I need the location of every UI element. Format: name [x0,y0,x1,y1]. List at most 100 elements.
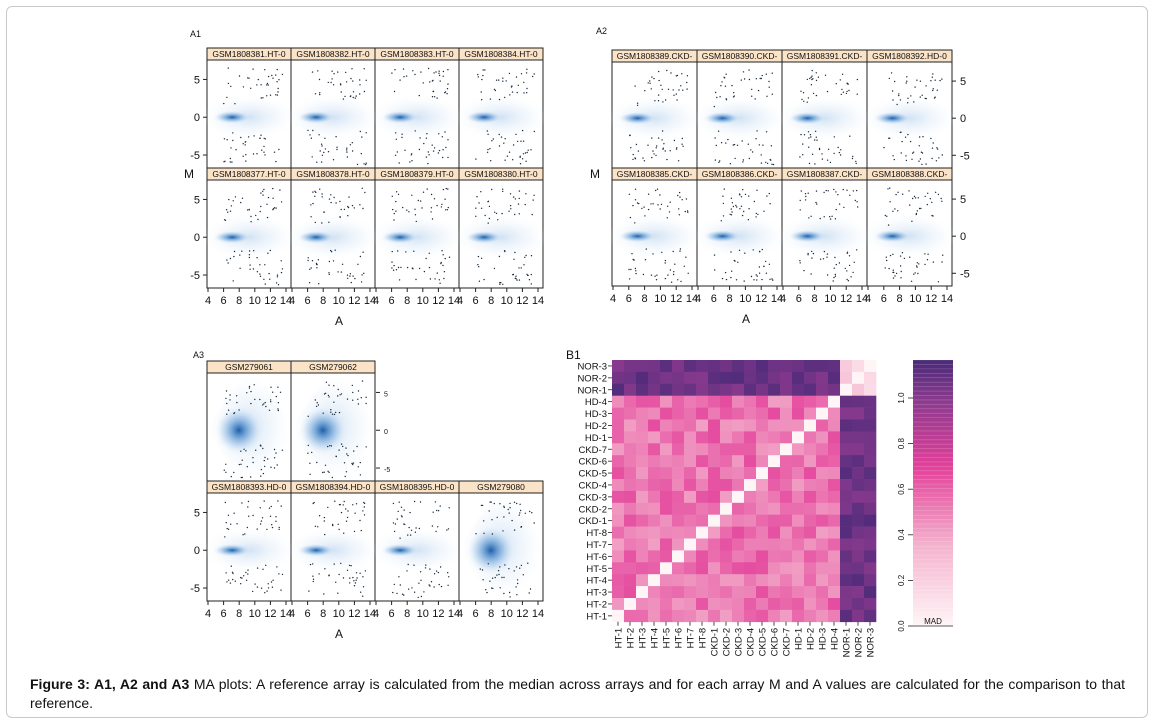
panel-A3-cell-point [344,475,346,478]
heatmap-cell [684,538,697,551]
panel-A1-cell-point [403,76,405,78]
panel-A2-xtick-label: 8 [727,293,733,305]
panel-A1-cell-point [429,278,432,280]
heatmap-cell [792,407,805,420]
panel-A2-cell-density-core [873,111,912,125]
heatmap-cell [792,502,805,515]
panel-A1-cell-point [490,160,492,162]
heatmap-cell [804,526,817,539]
panel-A1-cell-point [512,144,515,146]
panel-A2-cell-point [659,194,661,196]
panel-A1-cell-point [232,132,234,134]
panel-A1-cell-point [480,257,483,259]
heatmap-cell [636,550,649,563]
panel-A1-cell-point [323,211,325,213]
panel-A2-xtick-label: 8 [812,293,818,305]
panel-A2-cell-strip-label: GSM1808388.CKD- [872,169,948,179]
panel-A3-cell-point [226,402,228,405]
panel-A2-cell-point [675,148,678,150]
heatmap-cell [720,467,733,480]
panel-A2-cell-point [891,90,894,92]
panel-A2-cell-point [926,259,929,261]
panel-A1-cell-point [314,221,316,224]
heatmap-cell [732,574,745,587]
panel-A2-cell-point [839,154,842,156]
panel-A2-cell-point [936,148,939,150]
panel-A1-cell-point [510,86,513,88]
panel-A1-cell-point [351,150,354,152]
panel-A1-cell-point [330,251,333,253]
panel-A3-cell-point [322,471,324,474]
panel-A2-cell-point [826,274,829,276]
panel-A2-xtick-label: 10 [909,293,921,305]
panel-A1-cell-point [315,263,318,265]
panel-A2-cell-point [936,147,938,149]
panel-A3-cell-point [497,570,500,572]
panel-A3-cell-point [399,537,401,539]
panel-A1-cell-point [405,75,408,77]
panel-A2-cell-point [727,138,729,141]
panel-A2-cell-point [799,262,801,264]
heatmap-cell [612,467,625,480]
panel-A1-cell-point [345,81,348,83]
panel-A1-cell-point [318,78,321,81]
heatmap-cell [864,550,877,563]
panel-A2-cell-point [635,143,638,146]
panel-A3-cell-point [413,564,415,566]
panel-A3-ytick-label: 5 [384,391,388,398]
heatmap-cell [828,419,841,432]
panel-A1-cell-point [504,138,506,140]
panel-A1-cell-point [533,130,535,133]
panel-A3-cell-point [242,534,244,536]
panel-A3-cell-strip [458,480,544,494]
panel-A2-cell-point [941,200,943,202]
panel-A3-cell-point [425,564,427,566]
panel-A1-cell-point [330,81,332,84]
panel-A1-cell-point [267,84,269,86]
panel-A1-cell-point [276,274,279,276]
heatmap-cell [684,550,697,563]
panel-A1-cell-point [446,88,449,90]
panel-A2-cell-point [931,214,933,217]
heatmap-cell [768,586,781,599]
panel-A3-cell-point [262,472,265,475]
panel-A2-cell-point [930,137,932,140]
panel-A1-cell-point [518,213,520,215]
panel-A1-cell-point [517,140,519,143]
panel-A1-cell-point [262,190,264,192]
panel-A2-cell-point [723,188,725,190]
heatmap-cell [732,586,745,599]
panel-A1-cell-point [276,81,278,83]
panel-A1-cell-point [346,156,349,158]
heatmap-cell [732,407,745,420]
heatmap-cell [756,598,769,611]
panel-A3-cell-point [407,534,409,536]
panel-A3-cell-point [433,573,436,575]
panel-A1-cell-point [308,282,311,284]
heatmap-cell [756,514,769,527]
heatmap-cell [660,431,673,444]
panel-A3-cell-strip [290,360,376,374]
panel-A2-cell-point [738,249,741,251]
panel-A1-cell-point [234,103,236,105]
panel-A2-ytick-label: 0 [960,113,966,125]
panel-A2-label: A2 [596,26,607,36]
panel-A3-cell-point [359,461,361,464]
panel-A1-cell-point [310,204,312,206]
panel-A2-cell-point [760,162,763,164]
panel-A2-cell-point [669,269,672,271]
panel-A1-cell-point [321,222,323,224]
panel-A1-cell-point [530,255,533,257]
panel-A3-cell-point [312,563,314,565]
panel-A3-cell-point [398,501,400,503]
panel-A1-cell-point [432,150,435,152]
panel-A3-cell-point [266,528,268,531]
panel-A2-cell-point [765,272,768,274]
panel-A1-cell-point [428,154,430,156]
panel-A2-cell-point [630,268,632,271]
heatmap-cell [756,467,769,480]
heatmap-cell [732,514,745,527]
panel-A2-cell-point [921,94,923,97]
panel-A1-cell-point [521,129,524,132]
panel-A1-cell-point [393,264,395,267]
